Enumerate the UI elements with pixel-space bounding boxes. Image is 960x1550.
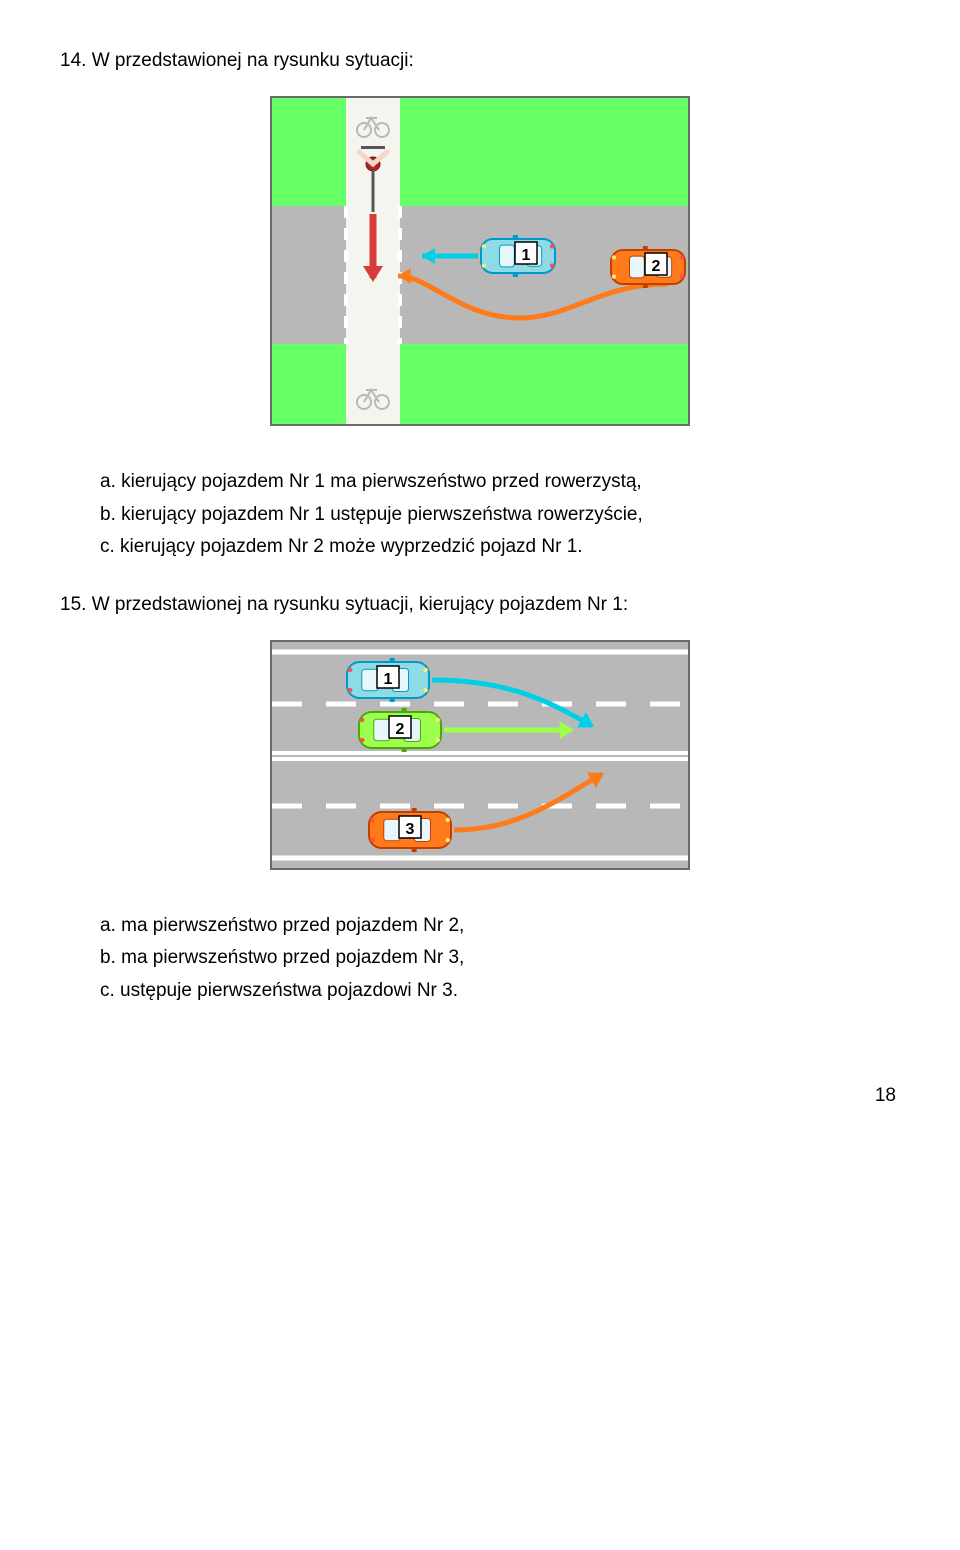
svg-text:2: 2 bbox=[652, 258, 661, 275]
svg-text:1: 1 bbox=[522, 247, 531, 264]
q14-answer-c: c. kierujący pojazdem Nr 2 może wyprzedz… bbox=[100, 533, 900, 562]
svg-text:3: 3 bbox=[406, 821, 415, 838]
svg-text:1: 1 bbox=[384, 671, 393, 688]
q15-answer-a: a. ma pierwszeństwo przed pojazdem Nr 2, bbox=[100, 912, 900, 941]
q14-title: 14. W przedstawionej na rysunku sytuacji… bbox=[60, 50, 900, 72]
q15-title: 15. W przedstawionej na rysunku sytuacji… bbox=[60, 594, 900, 616]
q15-answers: a. ma pierwszeństwo przed pojazdem Nr 2,… bbox=[100, 912, 900, 1006]
q14-answer-a: a. kierujący pojazdem Nr 1 ma pierwszeńs… bbox=[100, 468, 900, 497]
q15-answer-c: c. ustępuje pierwszeństwa pojazdowi Nr 3… bbox=[100, 977, 900, 1006]
q15-diagram-wrap: 1 2 3 bbox=[60, 640, 900, 876]
q14-diagram: 12 bbox=[270, 96, 690, 426]
q14-diagram-wrap: 12 bbox=[60, 96, 900, 432]
q14-answer-b: b. kierujący pojazdem Nr 1 ustępuje pier… bbox=[100, 501, 900, 530]
q15-answer-b: b. ma pierwszeństwo przed pojazdem Nr 3, bbox=[100, 944, 900, 973]
page-number: 18 bbox=[60, 1085, 900, 1107]
q14-answers: a. kierujący pojazdem Nr 1 ma pierwszeńs… bbox=[100, 468, 900, 562]
q15-diagram: 1 2 3 bbox=[270, 640, 690, 870]
svg-text:2: 2 bbox=[396, 721, 405, 738]
